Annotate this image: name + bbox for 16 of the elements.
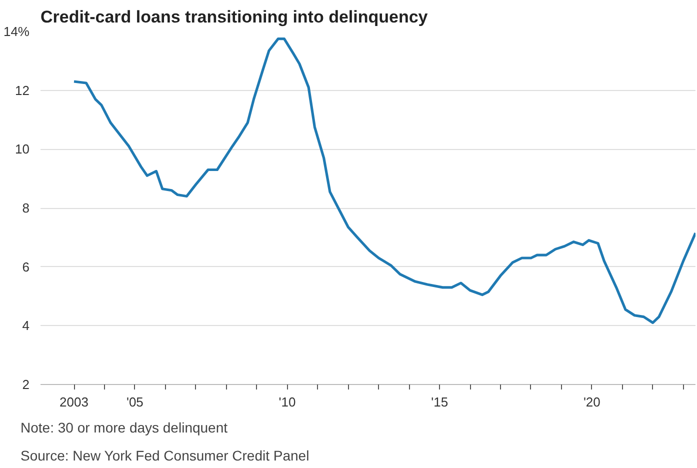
y-tick-label: 12 — [15, 82, 30, 98]
y-tick-label: 14% — [3, 24, 30, 39]
x-tick-label: '20 — [583, 394, 600, 410]
x-tick-label: '05 — [126, 394, 144, 410]
x-tick-label: '10 — [278, 394, 296, 410]
x-tick-label: 2003 — [60, 394, 88, 410]
text: Note: 30 or more days delinquent — [20, 420, 228, 436]
source-note: Source: New York Fed Consumer Credit Panel — [20, 448, 310, 464]
x-tick-label: '15 — [431, 394, 448, 410]
y-tick-label: 8 — [22, 200, 30, 216]
y-tick-label: 4 — [22, 318, 30, 334]
y-tick-label: 2 — [22, 377, 30, 392]
line-series — [72, 38, 696, 324]
y-tick-label: 6 — [22, 259, 30, 274]
chart-title: Credit-card loans transitioning into delinquency — [40, 8, 428, 26]
y-tick-label: 10 — [15, 142, 30, 157]
